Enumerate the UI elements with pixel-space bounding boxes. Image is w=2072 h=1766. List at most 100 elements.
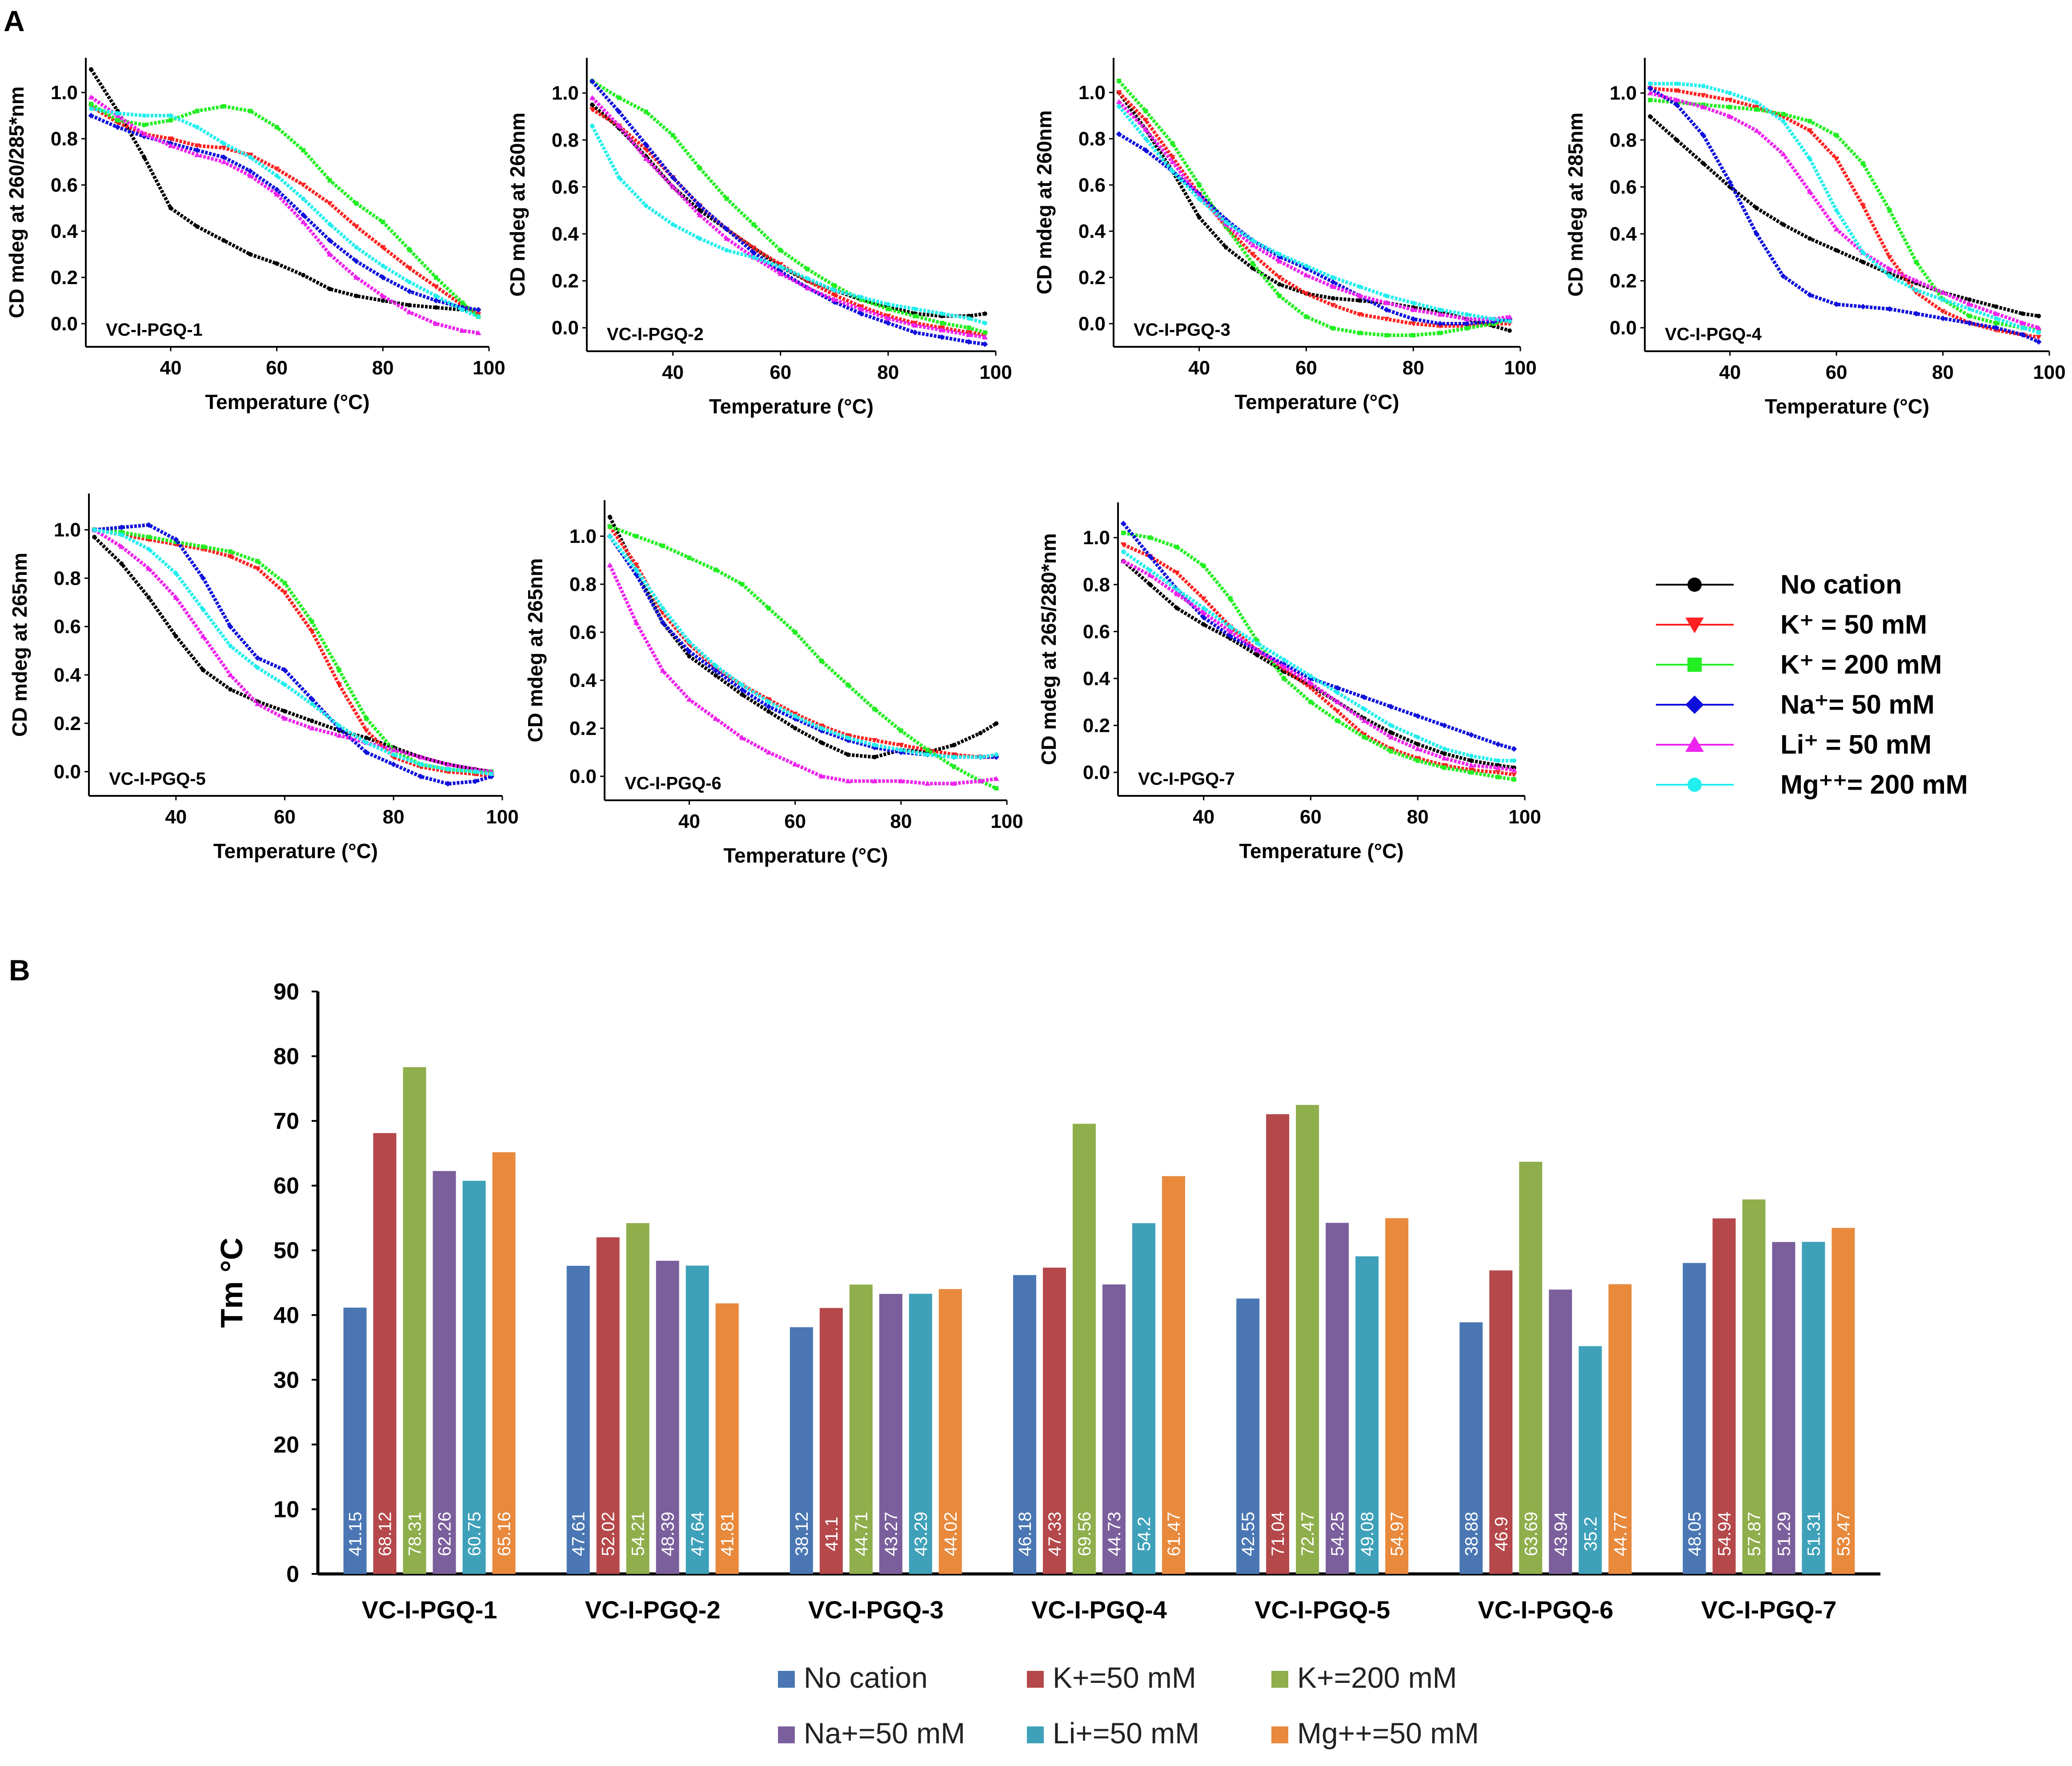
data-point [1807, 189, 1813, 194]
data-point [274, 166, 280, 172]
data-point [634, 567, 639, 572]
data-point [1201, 614, 1207, 621]
data-point [1967, 313, 1972, 318]
data-point [686, 648, 693, 654]
data-point [1201, 622, 1206, 627]
data-point [644, 109, 649, 114]
x-tick-label: 100 [1508, 806, 1541, 828]
data-point [1727, 91, 1732, 96]
bar [790, 1327, 813, 1574]
data-point [2036, 325, 2042, 330]
series-line [1649, 91, 2040, 330]
data-point [1647, 98, 1652, 103]
data-point [1116, 90, 1122, 95]
data-point [1780, 273, 1786, 279]
series-line [1650, 98, 2039, 332]
data-point [739, 687, 745, 693]
data-point [282, 581, 287, 586]
data-point [1914, 288, 1919, 293]
bar [1683, 1263, 1706, 1574]
data-point [475, 307, 481, 313]
data-point [354, 293, 359, 298]
bar [1132, 1223, 1155, 1574]
data-point [1860, 250, 1865, 255]
data-point [1781, 112, 1786, 116]
data-point [765, 750, 772, 755]
data-point [274, 173, 279, 178]
data-point [337, 668, 341, 673]
data-point [1147, 553, 1153, 559]
data-point [417, 773, 424, 779]
y-tick-label: 1.0 [569, 526, 597, 547]
data-point [1442, 751, 1447, 756]
data-point [1174, 591, 1180, 596]
data-point [740, 692, 745, 697]
data-point [168, 118, 173, 123]
data-point [2036, 339, 2042, 345]
data-point [445, 762, 451, 767]
data-point [220, 159, 227, 164]
data-point [445, 767, 450, 772]
data-point [1887, 266, 1893, 272]
data-point [617, 175, 621, 180]
bar-value-label: 47.33 [1045, 1512, 1065, 1556]
data-point [228, 643, 233, 648]
data-point [363, 749, 369, 755]
y-tick-label: 1.0 [54, 519, 81, 541]
data-point [221, 104, 226, 109]
legend-b-item: Mg++=50 mM [1271, 1717, 1479, 1750]
data-point [1331, 275, 1335, 280]
data-point [939, 311, 944, 316]
data-point [616, 108, 622, 115]
panel-a-letter: A [4, 4, 25, 37]
data-point [1223, 220, 1228, 225]
data-point [1277, 282, 1282, 287]
data-point [1781, 222, 1786, 227]
legend-b-label: K+=50 mM [1053, 1661, 1196, 1694]
data-point [1511, 777, 1516, 782]
bar-group: 48.05 54.94 57.87 51.29 51.31 53.47 VC-I-PGQ-7 [1683, 1199, 1855, 1624]
legend-b-swatch [1271, 1671, 1288, 1688]
data-point [1384, 333, 1389, 337]
series-line [93, 528, 492, 774]
series-line [93, 536, 492, 774]
data-point [1887, 274, 1892, 279]
bar [849, 1284, 873, 1574]
legend-b-label: Na+=50 mM [804, 1717, 965, 1750]
x-tick-label: 100 [979, 361, 1012, 383]
bar [1102, 1284, 1126, 1574]
data-point [1701, 161, 1706, 166]
data-point [1121, 549, 1126, 554]
data-point [1335, 718, 1340, 723]
data-point [141, 131, 147, 136]
series-line [591, 80, 986, 346]
x-tick-label: 40 [1719, 361, 1741, 383]
bar-value-label: 42.55 [1238, 1512, 1258, 1556]
data-point [2020, 325, 2025, 330]
data-point [336, 733, 342, 738]
data-point [617, 95, 621, 100]
bar-value-label: 54.2 [1134, 1517, 1154, 1551]
data-point [1142, 118, 1149, 123]
data-point [994, 752, 999, 757]
data-point [337, 723, 341, 728]
bar-category-label: VC-I-PGQ-6 [1478, 1596, 1613, 1624]
data-point [2036, 335, 2042, 340]
data-point [1148, 568, 1153, 573]
data-point [228, 687, 233, 692]
data-point [1511, 758, 1516, 763]
data-point [1361, 694, 1367, 700]
data-point [1276, 258, 1282, 264]
data-point [1994, 304, 1999, 309]
data-point [1754, 205, 1759, 210]
data-point [1967, 297, 1972, 302]
data-point [1120, 521, 1126, 527]
data-point [1362, 706, 1367, 711]
y-axis-label: CD mdeg at 265nm [8, 553, 31, 737]
bar [909, 1293, 932, 1574]
legend-b-swatch [778, 1726, 795, 1743]
data-point [1303, 272, 1309, 277]
data-point [951, 764, 956, 769]
y-tick-label: 0.8 [1083, 574, 1110, 596]
data-point [255, 559, 260, 564]
